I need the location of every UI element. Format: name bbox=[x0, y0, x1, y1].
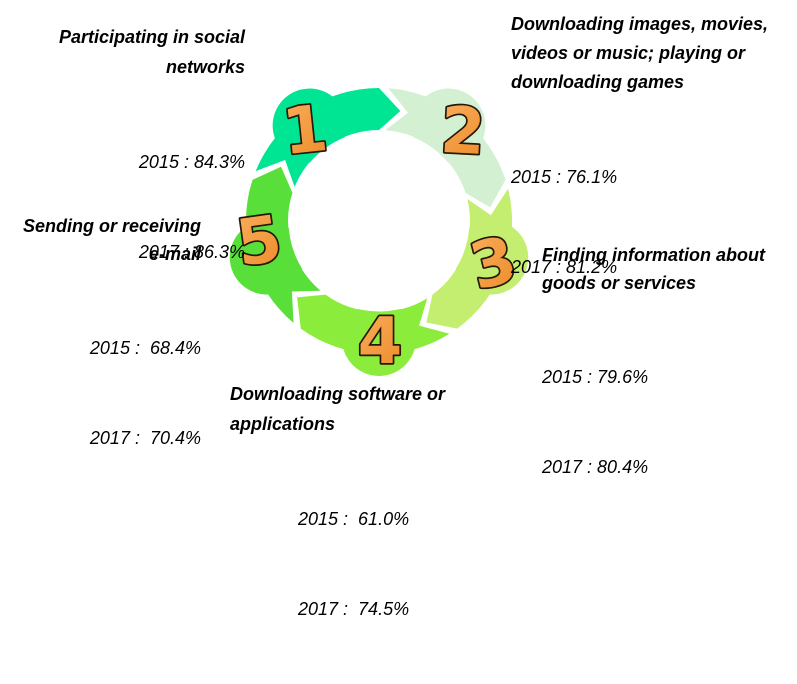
activity-4-label: Downloading software or applications 201… bbox=[230, 379, 445, 684]
value-2015: 2015 : 76.1% bbox=[511, 167, 618, 187]
activity-3-label: Finding information about goods or servi… bbox=[542, 241, 765, 542]
segment-number-5: 5 bbox=[232, 202, 286, 281]
title-line: Participating in social bbox=[58, 27, 245, 47]
value-2015: 2015 : 61.0% bbox=[298, 509, 410, 529]
value-2017: 2017 : 81.2% bbox=[511, 257, 618, 277]
activity-2-label: Downloading images, movies, videos or mu… bbox=[511, 10, 768, 342]
value-2017: 2017 : 70.4% bbox=[89, 428, 201, 448]
activity-5-values: 2015 : 68.4% 2017 : 70.4% bbox=[23, 273, 201, 513]
title-line: goods or services bbox=[542, 273, 697, 293]
title-line: Downloading images, movies, bbox=[511, 14, 769, 34]
value-2017: 2017 : 74.5% bbox=[298, 599, 410, 619]
value-2017: 2017 : 86.3% bbox=[138, 242, 245, 262]
activity-5-label: Sending or receiving e-mail 2015 : 68.4%… bbox=[23, 212, 201, 513]
segment-number-1: 1 bbox=[279, 92, 331, 170]
cycle-ring-graphic: 1 2 3 4 5 bbox=[206, 47, 549, 381]
title-line: downloading games bbox=[511, 72, 685, 92]
activity-5-title: Sending or receiving e-mail bbox=[23, 212, 201, 268]
activity-3-values: 2015 : 79.6% 2017 : 80.4% bbox=[542, 302, 765, 542]
activity-1-values: 2015 : 84.3% 2017 : 86.3% bbox=[59, 87, 245, 327]
activity-3-title: Finding information about goods or servi… bbox=[542, 241, 765, 297]
activity-4-title: Downloading software or applications bbox=[230, 379, 445, 439]
cycle-ring: 1 2 3 4 5 bbox=[206, 47, 549, 381]
title-line: Sending or receiving bbox=[22, 216, 201, 236]
value-2017: 2017 : 80.4% bbox=[542, 457, 649, 477]
title-line: videos or music; playing or bbox=[511, 43, 746, 63]
activity-4-values: 2015 : 61.0% 2017 : 74.5% bbox=[298, 444, 445, 684]
value-2015: 2015 : 84.3% bbox=[138, 152, 245, 172]
title-line: applications bbox=[230, 414, 336, 434]
title-line: e-mail bbox=[148, 244, 201, 264]
title-line: Downloading software or bbox=[230, 384, 446, 404]
cycle-infographic: 1 2 3 4 5 Participating in social networ… bbox=[22, 10, 769, 619]
activity-1-label: Participating in social networks 2015 : … bbox=[59, 22, 245, 327]
ring-center-disc bbox=[288, 130, 470, 312]
activity-2-values: 2015 : 76.1% 2017 : 81.2% bbox=[511, 102, 768, 342]
value-2015: 2015 : 79.6% bbox=[542, 367, 649, 387]
activity-1-title: Participating in social networks bbox=[59, 22, 245, 82]
title-line: networks bbox=[165, 57, 245, 77]
activity-2-title: Downloading images, movies, videos or mu… bbox=[511, 10, 768, 97]
segment-number-4: 4 bbox=[358, 305, 403, 379]
segment-number-2: 2 bbox=[439, 94, 487, 170]
title-line: Finding information about bbox=[542, 245, 765, 265]
value-2015: 2015 : 68.4% bbox=[89, 338, 201, 358]
